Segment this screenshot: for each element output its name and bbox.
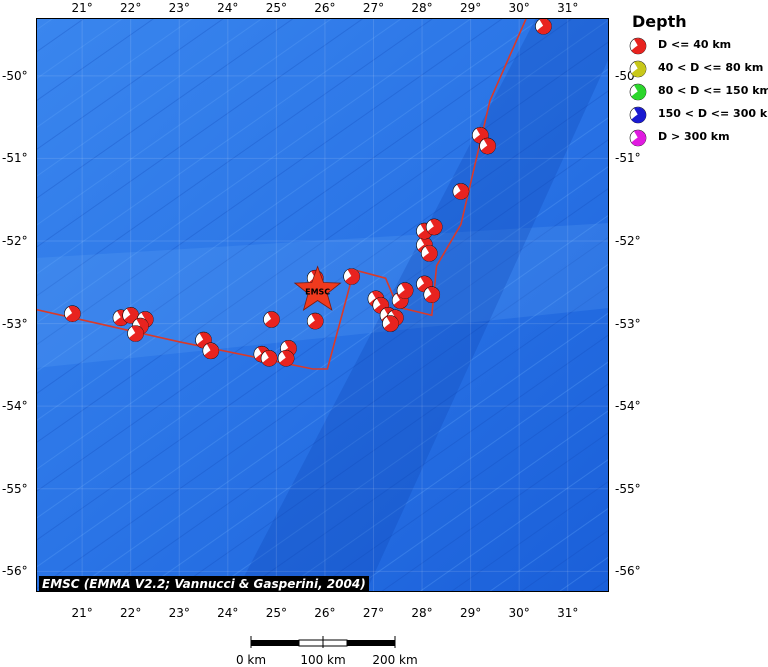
lon-tick-label: 31° [557, 1, 579, 15]
scale-bar-graphic [250, 636, 396, 648]
lon-tick-label: 23° [168, 606, 190, 620]
lat-tick-label: -54° [2, 399, 28, 414]
scale-label-200: 200 km [372, 653, 418, 667]
bathymetry-texture [36, 18, 609, 592]
legend-beachball [629, 83, 647, 101]
lon-tick-label: 26° [314, 606, 336, 620]
earthquake-events [64, 18, 552, 367]
earthquake-event[interactable] [382, 315, 399, 332]
lon-tick-label: 27° [362, 1, 385, 15]
legend-item: D <= 40 km [628, 35, 768, 58]
lon-tick-label: 22° [120, 1, 142, 15]
source-credit: EMSC (EMMA V2.2; Vannucci & Gasperini, 2… [39, 576, 369, 592]
legend-item: D > 300 km [628, 127, 768, 150]
lat-tick-label: -53° [615, 316, 641, 331]
beachball-icon [629, 129, 647, 147]
beachball-icon [629, 106, 647, 124]
legend-beachball [629, 129, 647, 147]
transform-fault-trough [236, 18, 609, 592]
lon-tick-label: 28° [411, 1, 433, 15]
depth-legend: Depth D <= 40 km 40 < D <= 80 km 80 < D <=… [628, 12, 768, 150]
lat-tick-label: -55° [615, 481, 641, 496]
legend-item: 40 < D <= 80 km [628, 58, 768, 81]
earthquake-event[interactable] [127, 325, 144, 342]
epicenter-label: EMSC [305, 288, 330, 297]
legend-label: D <= 40 km [658, 38, 732, 51]
legend-label: 150 < D <= 300 km [658, 107, 768, 120]
map-frame: EMSC [36, 18, 609, 592]
lat-tick-label: -55° [2, 481, 28, 496]
lon-tick-label: 25° [265, 1, 287, 15]
earthquake-event[interactable] [479, 137, 496, 155]
lon-tick-label: 22° [120, 606, 142, 620]
legend-rows: D <= 40 km 40 < D <= 80 km 80 < D <= 150 k… [628, 35, 768, 150]
lon-tick-label: 25° [265, 606, 287, 620]
lat-tick-label: -52° [2, 233, 28, 248]
lon-tick-label: 24° [217, 1, 239, 15]
lat-tick-label: -50° [2, 68, 28, 83]
legend-beachball [629, 106, 647, 124]
lon-tick-label: 29° [459, 606, 482, 620]
lat-tick-label: -52° [615, 233, 641, 248]
earthquake-event[interactable] [396, 282, 414, 299]
lon-tick-label: 30° [508, 1, 530, 15]
beachball-icon [629, 37, 647, 55]
earthquake-event[interactable] [452, 183, 470, 200]
lon-tick-label: 31° [557, 606, 579, 620]
earthquake-event[interactable] [202, 342, 220, 360]
lon-tick-label: 24° [217, 606, 239, 620]
scale-label-0: 0 km [235, 653, 267, 667]
lon-tick-label: 21° [71, 606, 93, 620]
earthquake-event[interactable] [263, 311, 280, 328]
earthquake-event[interactable] [425, 218, 443, 236]
lon-tick-label: 30° [508, 606, 530, 620]
legend-beachball [629, 60, 647, 78]
lon-tick-label: 28° [411, 606, 433, 620]
lat-tick-label: -56° [2, 564, 28, 579]
lon-tick-label: 29° [459, 1, 482, 15]
earthquake-event[interactable] [64, 305, 81, 322]
scale-bar: 0 km 100 km 200 km [230, 636, 430, 667]
legend-label: D > 300 km [658, 130, 730, 143]
lat-tick-label: -56° [615, 564, 641, 579]
earthquake-event[interactable] [260, 349, 278, 367]
earthquake-event[interactable] [421, 245, 438, 262]
lon-tick-label: 23° [168, 1, 190, 15]
earthquake-event[interactable] [343, 268, 360, 285]
lat-tick-label: -51° [615, 151, 641, 166]
scale-label-100: 100 km [300, 653, 346, 667]
lon-tick-label: 21° [71, 1, 93, 15]
earthquake-event[interactable] [535, 18, 552, 35]
epicenter-star-icon [293, 265, 342, 311]
lat-tick-label: -51° [2, 151, 28, 166]
beachball-icon [629, 83, 647, 101]
legend-title: Depth [632, 12, 687, 31]
epicenter-marker[interactable]: EMSC [293, 265, 342, 311]
legend-item: 150 < D <= 300 km [628, 104, 768, 127]
earthquake-event[interactable] [122, 307, 139, 324]
bathymetry-map[interactable]: EMSC [36, 18, 609, 592]
lon-tick-label: 27° [362, 606, 385, 620]
earthquake-event[interactable] [306, 312, 324, 330]
beachball-icon [629, 60, 647, 78]
lat-tick-label: -54° [615, 399, 641, 414]
earthquake-event[interactable] [277, 349, 295, 367]
earthquake-event[interactable] [423, 286, 441, 303]
legend-label: 40 < D <= 80 km [658, 61, 764, 74]
lat-tick-label: -53° [2, 316, 28, 331]
legend-beachball [629, 37, 647, 55]
lon-tick-label: 26° [314, 1, 336, 15]
legend-item: 80 < D <= 150 km [628, 81, 768, 104]
legend-label: 80 < D <= 150 km [658, 84, 768, 97]
